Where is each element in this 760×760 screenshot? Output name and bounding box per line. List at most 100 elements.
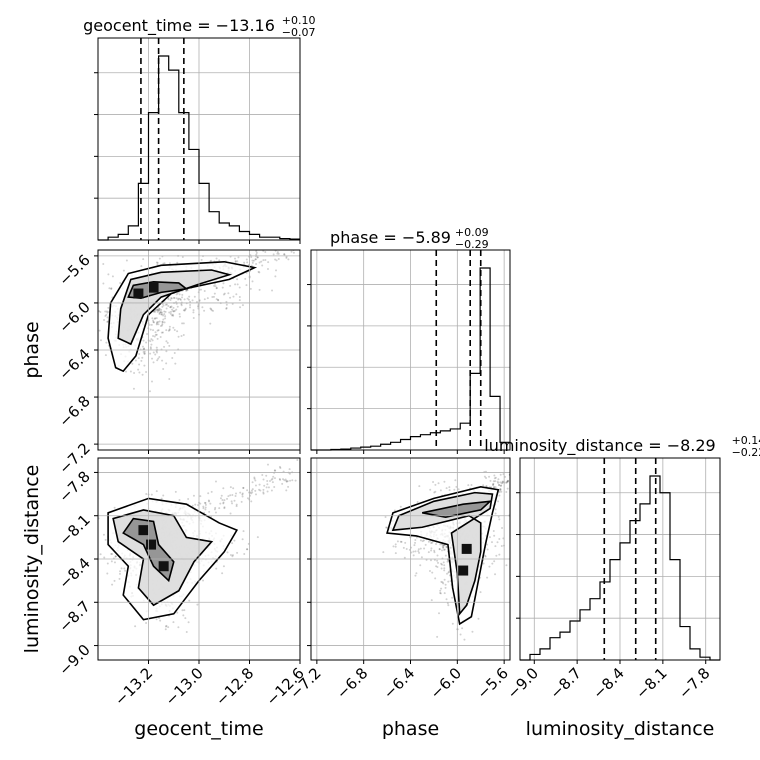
sample-point xyxy=(176,292,179,295)
sample-point xyxy=(104,538,107,541)
sample-point xyxy=(440,562,443,565)
sample-point xyxy=(159,335,162,338)
sample-point xyxy=(277,252,280,255)
title-luminosity_distance: luminosity_distance = −8.29 xyxy=(484,436,715,456)
sample-point xyxy=(172,296,175,299)
sample-point xyxy=(497,500,500,503)
sample-point xyxy=(289,479,292,482)
sample-point xyxy=(172,621,175,624)
sample-point xyxy=(285,489,288,492)
sample-point xyxy=(423,547,426,550)
sample-point xyxy=(436,554,439,557)
sample-point xyxy=(152,361,155,364)
sample-point xyxy=(499,484,502,487)
sample-point xyxy=(497,515,500,518)
sample-point xyxy=(158,311,161,314)
sample-point xyxy=(158,257,161,260)
sample-point xyxy=(204,502,207,505)
sample-point xyxy=(152,351,155,354)
sample-point xyxy=(442,582,445,585)
sample-point xyxy=(494,486,497,489)
sample-point xyxy=(451,596,454,599)
sample-point xyxy=(495,554,498,557)
sample-point xyxy=(169,306,172,309)
sample-point xyxy=(296,459,299,462)
sample-point xyxy=(285,480,288,483)
sample-point xyxy=(223,499,226,502)
sample-point xyxy=(267,261,270,264)
density-peak xyxy=(146,539,157,550)
sample-point xyxy=(169,312,172,315)
sample-point xyxy=(246,261,249,264)
sample-point xyxy=(238,295,241,298)
sample-point xyxy=(225,300,228,303)
sample-point xyxy=(273,477,276,480)
sample-point xyxy=(143,364,146,367)
title-geocent_time: geocent_time = −13.16 xyxy=(83,16,275,36)
sample-point xyxy=(143,350,146,353)
sample-point xyxy=(236,278,239,281)
sample-point xyxy=(498,537,501,540)
sample-point xyxy=(103,556,106,559)
sample-point xyxy=(154,310,157,313)
sample-point xyxy=(99,310,102,313)
sample-point xyxy=(494,476,497,479)
sample-point xyxy=(501,480,504,483)
x-axis-label-geocent_time: geocent_time xyxy=(134,718,263,740)
sample-point xyxy=(106,316,109,319)
sample-point xyxy=(192,316,195,319)
sample-point xyxy=(442,546,445,549)
sample-point xyxy=(427,540,430,543)
sample-point xyxy=(153,335,156,338)
sample-point xyxy=(177,298,180,301)
density-peak xyxy=(461,543,472,554)
sample-point xyxy=(471,630,474,633)
sample-point xyxy=(467,484,470,487)
sample-point xyxy=(272,246,274,248)
sample-point xyxy=(143,352,146,355)
sample-point xyxy=(491,562,494,565)
sample-point xyxy=(235,492,238,495)
sample-point xyxy=(204,508,207,511)
sample-point xyxy=(237,256,240,259)
sample-point xyxy=(211,296,214,299)
sample-point xyxy=(240,500,243,503)
sample-point xyxy=(137,357,140,360)
sample-point xyxy=(430,549,433,552)
sample-point xyxy=(199,502,202,505)
sample-point xyxy=(445,598,448,601)
sample-point xyxy=(182,309,185,312)
sample-point xyxy=(403,556,406,559)
sample-point xyxy=(173,329,176,332)
sample-point xyxy=(250,489,253,492)
sample-point xyxy=(499,488,502,491)
sample-point xyxy=(191,299,194,302)
sample-point xyxy=(151,357,154,360)
sample-point xyxy=(414,550,417,553)
sample-point xyxy=(164,315,167,318)
sample-point xyxy=(225,307,228,310)
sample-point xyxy=(158,320,161,323)
sample-point xyxy=(208,500,211,503)
sample-point xyxy=(145,341,148,344)
sample-point xyxy=(251,491,254,494)
sample-point xyxy=(266,490,269,493)
sample-point xyxy=(385,526,388,529)
sample-point xyxy=(506,487,509,490)
sample-point xyxy=(111,583,114,586)
sample-point xyxy=(486,576,489,579)
sample-point xyxy=(176,611,179,614)
sample-point xyxy=(285,479,288,482)
sample-point xyxy=(484,554,487,557)
hist-frame-luminosity_distance xyxy=(519,457,721,661)
sample-point xyxy=(223,507,226,510)
sample-point xyxy=(178,499,181,502)
sample-point xyxy=(163,321,166,324)
sample-point xyxy=(164,310,167,313)
sample-point xyxy=(111,553,114,556)
sample-point xyxy=(444,586,447,589)
sample-point xyxy=(106,572,109,575)
y-tick-label-luminosity_distance: −8.7 xyxy=(55,597,93,635)
sample-point xyxy=(516,495,518,497)
density-peak xyxy=(158,561,169,572)
